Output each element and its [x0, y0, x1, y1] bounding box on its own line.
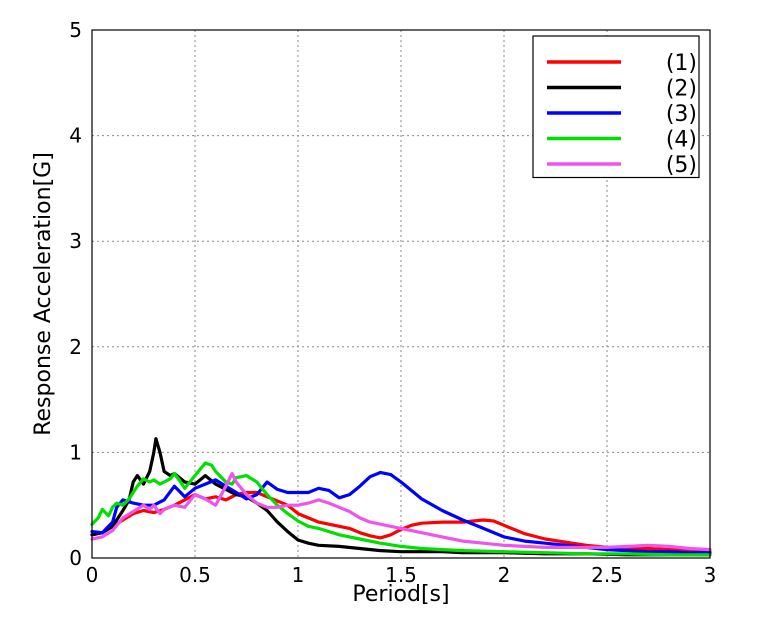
x-tick-label: 1.5: [385, 563, 417, 587]
plot-frame: [91, 29, 711, 559]
series-line: [90, 461, 712, 557]
y-tick-label: 3: [69, 229, 82, 253]
x-tick-label: 2: [498, 563, 511, 587]
legend: (1)(2)(3)(4)(5): [532, 35, 700, 179]
series-line: [90, 437, 712, 557]
series-line: [90, 470, 712, 555]
x-tick-label: 3: [704, 563, 717, 587]
legend-label: (1): [666, 51, 697, 76]
legend-box: [532, 35, 700, 179]
x-axis-label: Period[s]: [352, 582, 449, 607]
y-tick-label: 5: [69, 18, 82, 42]
legend-label: (4): [666, 128, 697, 153]
y-tick-label: 1: [69, 440, 82, 464]
x-tick-label: 1: [292, 563, 305, 587]
x-tick-label: 2.5: [591, 563, 623, 587]
x-tick-label: 0.5: [179, 563, 211, 587]
legend-label: (3): [666, 102, 697, 127]
y-tick-label: 4: [69, 124, 82, 148]
y-axis-label: Response Acceleration[G]: [31, 152, 56, 436]
legend-label: (2): [666, 77, 697, 102]
y-tick-label: 2: [69, 335, 82, 359]
y-tick-label: 0: [69, 546, 82, 570]
tick-labels: 0 0.5 1 1.5 2 2.5 3 0 1 2 3 4 5: [69, 18, 716, 587]
series-lines: [90, 437, 712, 557]
series-line: [90, 471, 712, 552]
legend-label: (5): [666, 153, 697, 178]
x-tick-label: 0: [86, 563, 99, 587]
